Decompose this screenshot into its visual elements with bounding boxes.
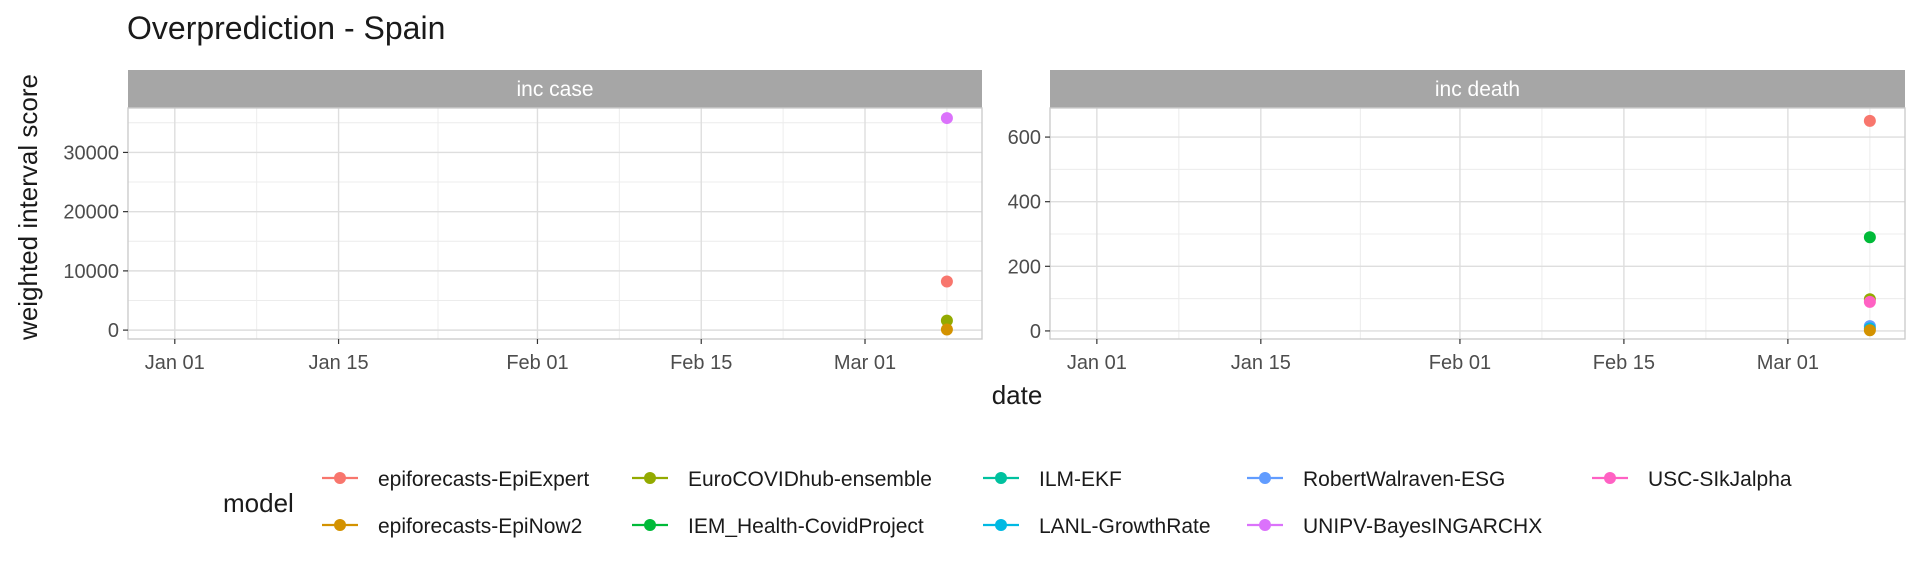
legend-label: EuroCOVIDhub-ensemble [688,468,932,491]
legend-item: UNIPV-BayesINGARCHX [1247,515,1542,538]
legend-label: epiforecasts-EpiExpert [378,468,589,491]
legend-item: epiforecasts-EpiExpert [322,468,589,491]
legend-key-point [995,472,1007,484]
facet-strip [1050,70,1905,108]
facet-strip-label: inc case [516,78,593,101]
legend-label: RobertWalraven-ESG [1303,468,1505,491]
legend-item: LANL-GrowthRate [983,515,1211,538]
legend-item: epiforecasts-EpiNow2 [322,515,582,538]
legend-title: model [223,488,294,518]
data-point-epiforecasts-EpiNow2 [940,323,953,336]
x-tick-label: Feb 15 [670,352,732,374]
legend-item: ILM-EKF [983,468,1122,491]
data-point-USC-SIkJalpha [1863,295,1876,308]
legend: model epiforecasts-EpiExpert epiforecasts… [223,468,1792,538]
legend-item: EuroCOVIDhub-ensemble [632,468,932,491]
data-point-epiforecasts-EpiExpert [940,275,953,288]
legend-key-point [644,472,656,484]
legend-label: LANL-GrowthRate [1039,515,1211,538]
legend-key-point [644,519,656,531]
x-tick-label: Jan 15 [1231,352,1291,374]
x-tick-label: Feb 15 [1593,352,1655,374]
data-point-UNIPV-BayesINGARCHX [940,112,953,125]
chart-title: Overprediction - Spain [127,10,445,46]
x-tick-label: Mar 01 [834,352,896,374]
legend-key-point [1259,472,1271,484]
legend-key-point [1604,472,1616,484]
facet-panels: inc case 0 10000 20000 30000 Jan 01 Jan 15 Feb … [63,70,1906,374]
y-tick-label: 400 [1008,192,1041,214]
x-tick-label: Jan 01 [1067,352,1127,374]
x-tick-label: Mar 01 [1757,352,1819,374]
x-tick-label: Jan 01 [145,352,205,374]
y-tick-label: 20000 [63,202,119,224]
legend-item: USC-SIkJalpha [1592,468,1792,491]
data-point-epiforecasts-EpiNow2 [1863,324,1876,337]
legend-item: RobertWalraven-ESG [1247,468,1505,491]
plot-area [128,108,982,339]
legend-label: epiforecasts-EpiNow2 [378,515,582,538]
legend-label: ILM-EKF [1039,468,1122,491]
y-tick-label: 10000 [63,261,119,283]
legend-item: IEM_Health-CovidProject [632,515,924,538]
legend-label: USC-SIkJalpha [1648,468,1792,491]
x-tick-label: Feb 01 [506,352,568,374]
y-tick-label: 0 [1030,321,1041,343]
data-point-IEM_Health-CovidProject [1863,231,1876,244]
panel-border [1049,107,1906,340]
legend-key-point [334,472,346,484]
facet-strip [128,70,982,108]
y-tick-label: 600 [1008,127,1041,149]
legend-key-point [334,519,346,531]
legend-key-point [1259,519,1271,531]
legend-label: IEM_Health-CovidProject [688,515,924,538]
facet-panel-inc-case: inc case 0 10000 20000 30000 Jan 01 Jan 15 Feb … [63,70,983,374]
x-tick-label: Jan 15 [309,352,369,374]
y-tick-label: 0 [108,320,119,342]
x-axis-title: date [992,380,1043,410]
legend-label: UNIPV-BayesINGARCHX [1303,515,1542,538]
data-point-EuroCOVIDhub-ensemble [940,314,953,327]
y-tick-label: 200 [1008,256,1041,278]
legend-key-point [995,519,1007,531]
facet-strip-label: inc death [1435,78,1520,101]
panel-border [127,107,983,340]
data-point-epiforecasts-EpiExpert [1863,114,1876,127]
facet-panel-inc-death: inc death 0 200 400 600 Jan 01 Jan 15 Feb 01 Feb… [1008,70,1906,374]
plot-area [1050,108,1905,339]
x-tick-label: Feb 01 [1429,352,1491,374]
y-tick-label: 30000 [63,142,119,164]
y-axis-title: weighted interval score [13,74,43,341]
